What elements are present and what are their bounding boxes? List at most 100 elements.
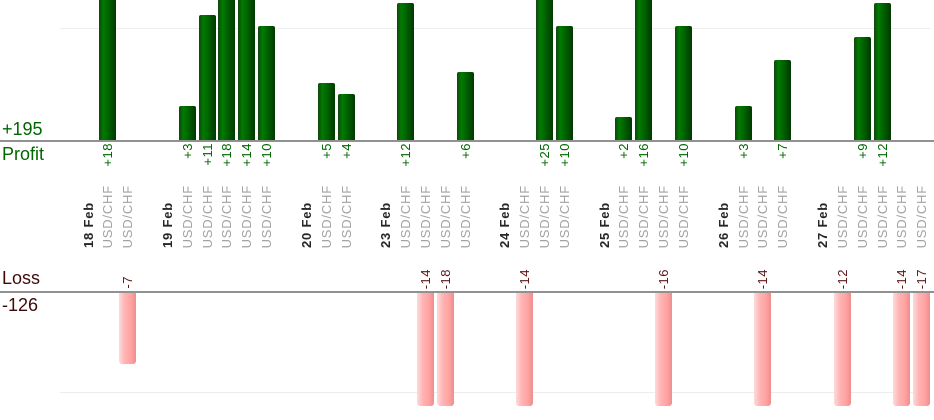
symbol-label-text: USD/CHF	[636, 184, 652, 248]
symbol-label-text: USD/CHF	[517, 184, 533, 248]
profit-value-label-text: +6	[457, 143, 473, 159]
symbol-label-text: USD/CHF	[656, 184, 672, 248]
symbol-label-text: USD/CHF	[775, 184, 791, 248]
symbol-label-text: USD/CHF	[735, 184, 751, 248]
profit-value-label-text: +7	[775, 143, 791, 159]
symbol-label-text: USD/CHF	[219, 184, 235, 248]
symbol-label: USD/CHF	[515, 185, 535, 248]
symbol-label-text: USD/CHF	[120, 184, 136, 248]
symbol-label-text: USD/CHF	[914, 184, 930, 248]
date-label: 26 Feb	[713, 202, 733, 248]
loss-bar	[516, 293, 534, 406]
profit-bar	[337, 94, 355, 140]
loss-value-label-text: -14	[755, 268, 771, 289]
symbol-label-text: USD/CHF	[259, 184, 275, 248]
profit-bar	[456, 71, 474, 140]
loss-value-label-text: -7	[120, 276, 136, 289]
loss-gridline	[60, 392, 930, 393]
profit-value-label: +18	[217, 143, 237, 167]
profit-value-label: +9	[852, 143, 872, 159]
profit-value-label-text: +25	[537, 143, 553, 167]
date-label-text: 24 Feb	[497, 202, 513, 248]
profit-value-label-text: +10	[259, 143, 275, 167]
loss-value-label-text: -12	[834, 268, 850, 289]
loss-bar	[833, 293, 851, 406]
symbol-label-text: USD/CHF	[834, 184, 850, 248]
loss-value-label: -14	[515, 269, 535, 289]
symbol-label: USD/CHF	[257, 185, 277, 248]
symbol-label: USD/CHF	[753, 185, 773, 248]
profit-value-label-text: +14	[239, 143, 255, 167]
symbol-label: USD/CHF	[237, 185, 257, 248]
loss-value-label: -16	[654, 269, 674, 289]
symbol-label: USD/CHF	[435, 185, 455, 248]
profit-bar	[317, 83, 335, 140]
date-label: 20 Feb	[296, 202, 316, 248]
profit-value-label-text: +11	[199, 143, 215, 166]
profit-bar	[258, 26, 276, 140]
symbol-label: USD/CHF	[892, 185, 912, 248]
profit-gridline	[60, 28, 930, 29]
profit-value-label-text: +3	[735, 143, 751, 159]
profit-bar	[873, 3, 891, 140]
symbol-label: USD/CHF	[912, 185, 932, 248]
profit-axis-line	[0, 140, 934, 142]
date-label-text: 18 Feb	[80, 202, 96, 248]
loss-value-label-text: -17	[914, 268, 930, 289]
symbol-label-text: USD/CHF	[100, 184, 116, 248]
symbol-label: USD/CHF	[316, 185, 336, 248]
date-label: 19 Feb	[157, 202, 177, 248]
profit-bar	[853, 37, 871, 140]
date-label-text: 20 Feb	[298, 202, 314, 248]
loss-value-label-text: -16	[656, 268, 672, 289]
symbol-label: USD/CHF	[197, 185, 217, 248]
loss-bar	[913, 293, 931, 406]
profit-bar	[218, 0, 236, 140]
symbol-label-text: USD/CHF	[437, 184, 453, 248]
date-label: 23 Feb	[376, 202, 396, 248]
symbol-label-text: USD/CHF	[755, 184, 771, 248]
symbol-label-text: USD/CHF	[318, 184, 334, 248]
profit-value-label: +12	[396, 143, 416, 167]
symbol-label-text: USD/CHF	[556, 184, 572, 248]
profit-value-label: +7	[773, 143, 793, 159]
profit-value-label: +10	[257, 143, 277, 167]
profit-bar	[615, 117, 633, 140]
profit-value-label-text: +10	[676, 143, 691, 167]
profit-bar	[536, 0, 554, 140]
symbol-label: USD/CHF	[832, 185, 852, 248]
profit-total-label: +195	[2, 119, 43, 139]
profit-value-label-text: +5	[318, 143, 334, 159]
loss-bar	[416, 293, 434, 406]
profit-value-label: +18	[98, 143, 118, 167]
symbol-label-text: USD/CHF	[179, 184, 195, 248]
profit-value-label-text: +18	[100, 143, 116, 167]
symbol-label: USD/CHF	[654, 185, 674, 248]
symbol-label: USD/CHF	[773, 185, 793, 248]
symbol-label-text: USD/CHF	[616, 184, 632, 248]
symbol-label: USD/CHF	[634, 185, 654, 248]
loss-bar	[893, 293, 911, 406]
profit-bar	[178, 105, 196, 140]
date-label-text: 19 Feb	[159, 202, 175, 248]
profit-value-label: +16	[634, 143, 654, 167]
profit-value-label: +14	[237, 143, 257, 167]
profit-bar	[397, 3, 415, 140]
symbol-label: USD/CHF	[336, 185, 356, 248]
profit-value-label-text: +10	[556, 143, 572, 167]
loss-value-label: -14	[892, 269, 912, 289]
profit-value-label: +12	[872, 143, 892, 167]
profit-bar	[734, 105, 752, 140]
profit-value-label: +4	[336, 143, 356, 159]
symbol-label-text: USD/CHF	[457, 184, 473, 248]
loss-value-label-text: -14	[417, 268, 433, 289]
date-label-text: 25 Feb	[596, 202, 612, 248]
profit-bar	[774, 60, 792, 140]
profit-value-label-text: +3	[179, 143, 195, 159]
loss-total-label: -126	[2, 295, 39, 315]
profit-bar	[555, 26, 573, 140]
date-label: 27 Feb	[812, 202, 832, 248]
symbol-label-text: USD/CHF	[417, 184, 433, 248]
loss-bar	[436, 293, 454, 406]
profit-value-label-text: +12	[398, 143, 414, 167]
